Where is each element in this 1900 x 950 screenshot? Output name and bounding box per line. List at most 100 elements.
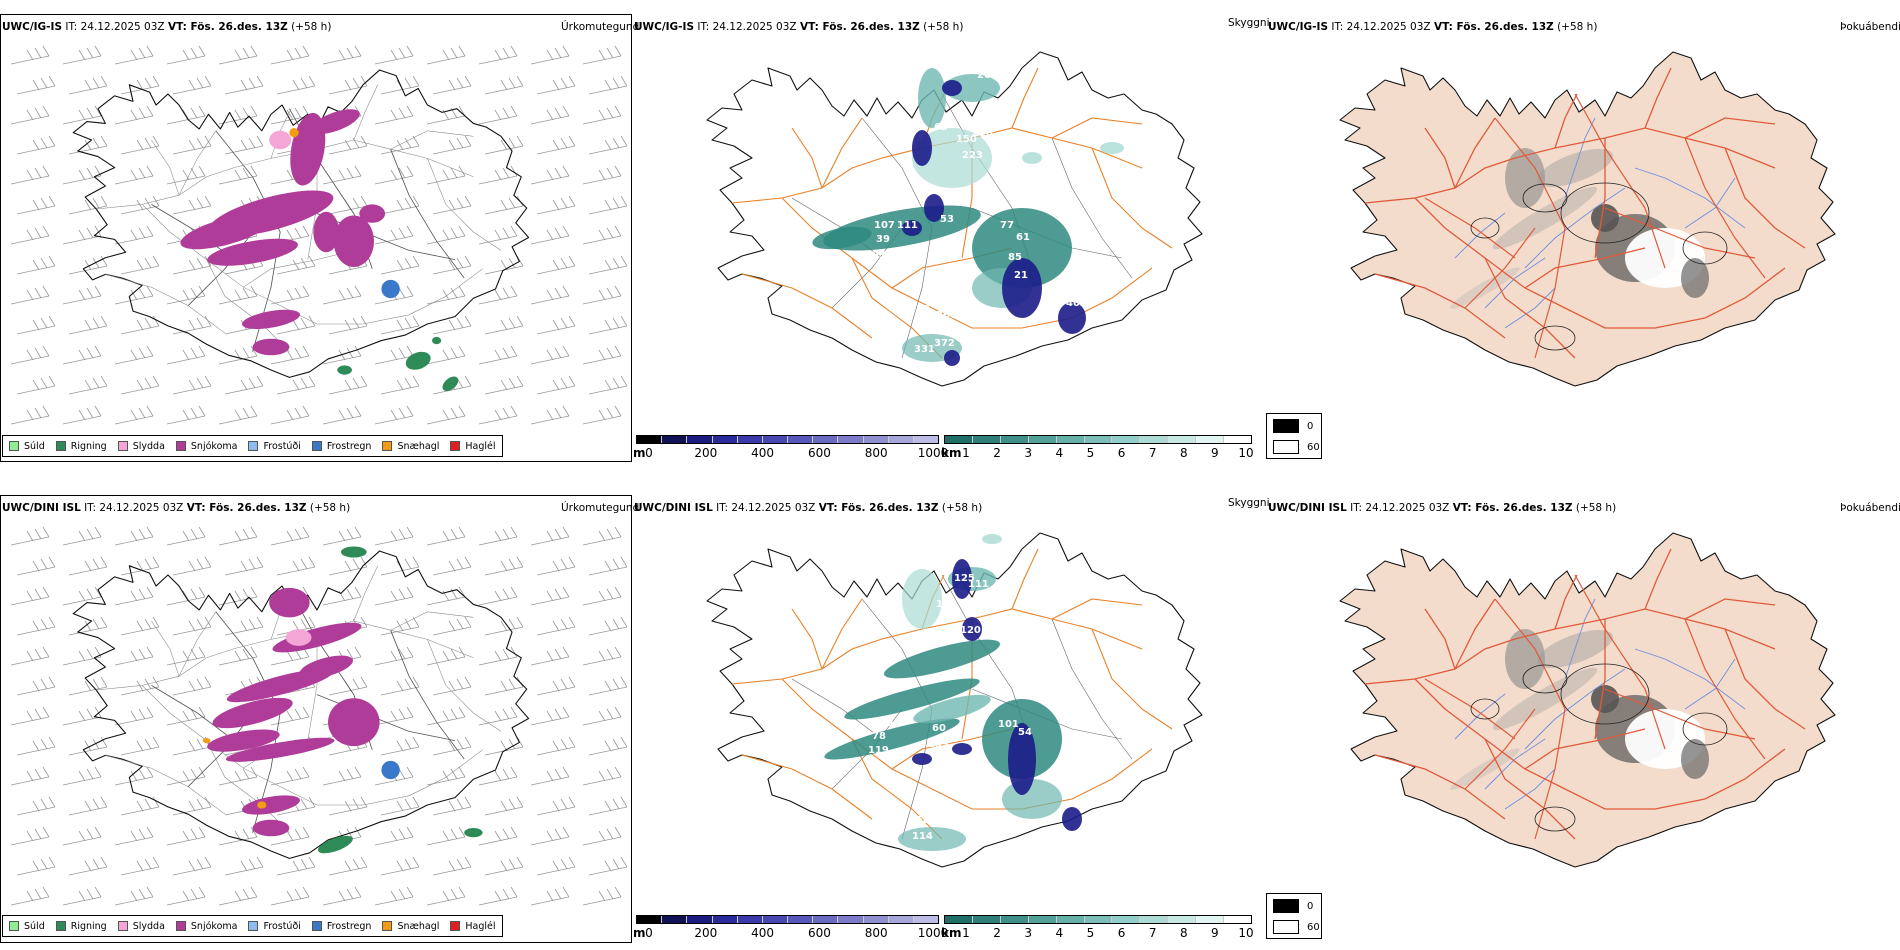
- legend-swatch: [311, 441, 322, 451]
- model-name: UWC/DINI ISL: [634, 502, 713, 514]
- model-name: UWC/IG-IS: [2, 21, 63, 33]
- tick-label: 4: [1055, 926, 1064, 940]
- legend-swatch: [9, 921, 19, 931]
- color-step: [762, 916, 789, 923]
- color-step: [762, 436, 789, 443]
- lead-time: (+58 h): [1557, 21, 1598, 33]
- cloud-base-value: 90: [940, 240, 954, 251]
- fog-legend-value: 60: [1307, 921, 1320, 933]
- model-name: UWC/DINI ISL: [1268, 502, 1347, 514]
- tick-label: 2: [993, 926, 1001, 940]
- legend-label: Frostúði: [263, 920, 301, 932]
- legend-swatch: [382, 921, 393, 931]
- legend-item-haglél: Haglél: [450, 921, 496, 932]
- legend-item-súld: Súld: [9, 921, 45, 932]
- legend-label: Snæhagl: [397, 440, 440, 452]
- tick-label: 9: [1211, 446, 1219, 460]
- precip-header-top: UWC/IG-IS IT: 24.12.2025 03Z VT: Fös. 26…: [2, 21, 331, 34]
- cloud-base-value: 39: [916, 304, 930, 315]
- tick-label: 10: [1238, 446, 1254, 460]
- cloud-base-value: 111: [968, 579, 989, 590]
- fog-legend-value: 0: [1307, 420, 1314, 432]
- tick-label: 800: [864, 446, 888, 460]
- color-step: [863, 436, 889, 443]
- cloud-base-value: 512: [914, 322, 935, 333]
- legend-label: Snjókoma: [190, 920, 238, 932]
- cloud-base-value: 139: [928, 739, 949, 750]
- init-time: IT: 24.12.2025 03Z: [1350, 502, 1450, 514]
- legend-swatch: [382, 441, 393, 451]
- cloud-base-value: 114: [912, 831, 933, 842]
- legend-item-haglél: Haglél: [450, 441, 496, 452]
- legend-swatch: [117, 921, 128, 931]
- valid-time: VT: Fös. 26.des. 13Z: [1433, 21, 1554, 33]
- color-step: [913, 436, 939, 443]
- legend-swatch: [55, 921, 66, 931]
- legend-swatch: [248, 441, 259, 451]
- lead-time: (+58 h): [309, 502, 351, 514]
- tick-label: 1000: [917, 446, 949, 460]
- cloud-base-value: 148: [880, 719, 901, 730]
- color-step: [1168, 916, 1197, 923]
- cloud-base-value: 331: [914, 344, 935, 355]
- color-step: [1224, 916, 1251, 923]
- param-label: Úrkomutegund: [561, 21, 640, 33]
- cloud-base-value: 39: [876, 234, 890, 245]
- scale-unit: km: [941, 926, 962, 940]
- color-step: [687, 436, 713, 443]
- legend-label: Snæhagl: [397, 920, 440, 932]
- precip-header-bottom: UWC/DINI ISL IT: 24.12.2025 03Z VT: Fös.…: [2, 502, 350, 515]
- legend-item-frostúði: Frostúði: [248, 441, 301, 452]
- scale-ticks: 0 200 400 600 800 1000: [636, 926, 948, 940]
- tick-label: 400: [751, 926, 775, 940]
- legend-label: Slydda: [132, 920, 165, 932]
- valid-time: VT: Fös. 26.des. 13Z: [1452, 502, 1573, 514]
- fog-index-legend: 0 60: [1266, 413, 1322, 459]
- init-time: IT: 24.12.2025 03Z: [697, 21, 797, 33]
- cloud-base-value: 40: [1066, 298, 1080, 309]
- legend-swatch: [55, 441, 66, 451]
- tick-label: 5: [1086, 446, 1095, 460]
- color-step: [637, 436, 663, 443]
- cloud-base-value: 125: [954, 573, 975, 584]
- fog-legend-swatch: [1273, 440, 1299, 454]
- tick-label: 4: [1055, 446, 1064, 460]
- lead-time: (+58 h): [291, 21, 332, 33]
- fog-legend-value: 0: [1307, 900, 1314, 912]
- color-step: [1056, 916, 1085, 923]
- legend-item-frostúði: Frostúði: [248, 920, 301, 932]
- precip-areas: [180, 109, 459, 392]
- legend-swatch: [9, 441, 19, 451]
- precip-type-legend: Súld Rigning Slydda Snjókoma Frostúði Frostre…: [2, 435, 503, 457]
- tick-label: 200: [694, 926, 718, 940]
- cloud-base-value: 175: [1042, 182, 1063, 193]
- color-step: [1056, 436, 1085, 443]
- color-step: [1112, 436, 1141, 443]
- visibility-colorbar: [944, 435, 1252, 444]
- valid-time: VT: Fös. 26.des. 13Z: [799, 21, 920, 33]
- precip-type-map: [10, 526, 628, 906]
- scale-ticks: 1 2 3 4 5 6 7 8 9 10: [944, 926, 1253, 940]
- legend-item-súld: Súld: [9, 441, 45, 452]
- cloud-base-value: 38: [1068, 783, 1082, 794]
- cloud-base-value: 104: [936, 599, 957, 610]
- color-step: [788, 916, 814, 923]
- cloud-base-value: 78: [872, 731, 886, 742]
- cloud-base-areas: [902, 80, 1086, 366]
- color-step: [945, 436, 973, 443]
- color-step: [687, 916, 713, 923]
- tick-label: 1: [962, 446, 970, 460]
- scale-ticks: 1 2 3 4 5 6 7 8 9 10: [944, 446, 1254, 460]
- legend-label: Frostregn: [326, 440, 372, 452]
- valid-time: VT: Fös. 26.des. 13Z: [818, 502, 939, 514]
- legend-item-rigning: Rigning: [55, 440, 107, 452]
- tick-label: 1: [962, 926, 970, 940]
- legend-swatch: [248, 921, 259, 931]
- legend-label: Rigning: [70, 920, 107, 932]
- cloud-base-value: 93: [872, 250, 886, 261]
- scale-ticks: 0 200 400 600 800 1000: [636, 446, 948, 460]
- color-step: [863, 916, 889, 923]
- clouds-header-top: UWC/IG-IS IT: 24.12.2025 03Z VT: Fös. 26…: [634, 21, 963, 34]
- legend-label: Rigning: [70, 440, 107, 452]
- param-label: Þokuábendi: [1840, 502, 1900, 514]
